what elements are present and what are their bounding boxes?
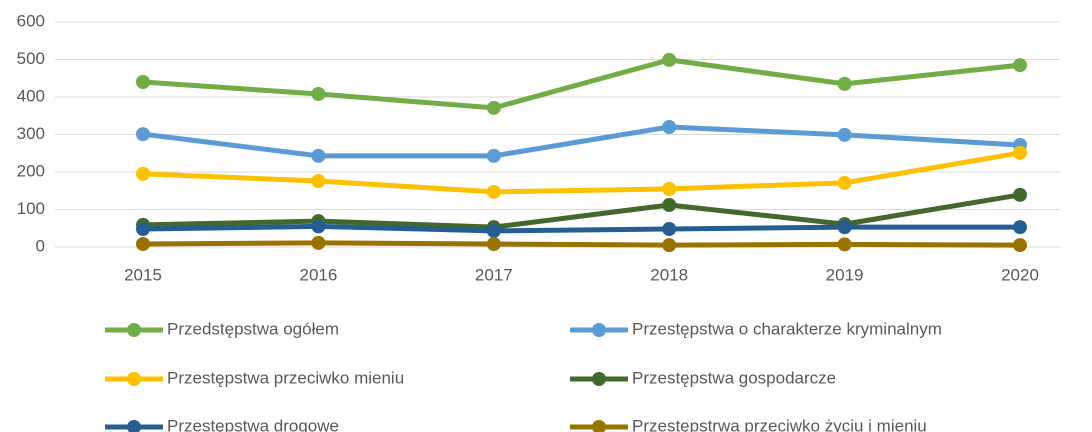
- series-line: [142, 192, 1021, 230]
- x-tick-label: 2018: [650, 265, 688, 284]
- series-line: [142, 150, 1021, 195]
- data-point: [486, 148, 501, 163]
- data-point: [662, 198, 677, 212]
- y-tick-label: 400: [17, 86, 45, 105]
- data-point: [837, 220, 852, 235]
- y-tick-label: 200: [17, 161, 45, 180]
- data-point: [486, 100, 501, 115]
- legend-marker: [592, 420, 606, 432]
- legend-marker: [127, 372, 141, 386]
- y-tick-label: 500: [17, 49, 45, 68]
- x-tick-label: 2019: [826, 265, 864, 284]
- data-point: [662, 238, 677, 253]
- series-line: [142, 240, 1021, 248]
- legend-label: Przestępstwa o charakterze kryminalnym: [632, 319, 942, 338]
- y-tick-label: 0: [36, 236, 45, 255]
- data-point: [136, 166, 150, 181]
- series-line: [142, 223, 1020, 234]
- data-point: [311, 174, 326, 188]
- series-line: [142, 57, 1021, 111]
- data-point: [136, 237, 150, 251]
- legend-label: Przestępstrwa przeciwko życiu i mieniu: [632, 416, 927, 432]
- data-point: [136, 127, 150, 142]
- data-point: [486, 237, 501, 251]
- data-point: [837, 175, 852, 190]
- data-point: [1013, 187, 1027, 202]
- series-line: [142, 124, 1021, 159]
- data-point: [1013, 220, 1027, 235]
- data-point: [311, 235, 326, 250]
- data-point: [311, 219, 326, 234]
- data-point: [837, 237, 852, 252]
- data-point: [311, 148, 326, 163]
- legend-label: Przestępstwa drogowe: [167, 416, 339, 432]
- y-tick-label: 100: [17, 199, 45, 218]
- data-point: [136, 222, 150, 236]
- data-point: [1013, 145, 1027, 160]
- data-point: [662, 52, 677, 67]
- x-tick-label: 2020: [1001, 265, 1039, 284]
- y-tick-label: 300: [17, 124, 45, 143]
- y-tick-label: 600: [17, 11, 45, 30]
- x-tick-label: 2016: [299, 265, 337, 284]
- data-point: [486, 184, 501, 199]
- data-point: [1013, 238, 1027, 253]
- legend-marker: [127, 323, 141, 337]
- legend-label: Przestępstwa przeciwko mieniu: [167, 368, 404, 387]
- legend-marker: [127, 420, 141, 432]
- data-point: [311, 87, 326, 101]
- data-point: [662, 181, 677, 196]
- data-point: [136, 75, 150, 89]
- legend-label: Przedstępstwa ogółem: [167, 319, 339, 338]
- data-point: [837, 127, 852, 142]
- data-point: [837, 76, 852, 91]
- legend-marker: [592, 372, 606, 386]
- data-point: [486, 223, 501, 238]
- legend-label: Przestępstwa gospodarcze: [632, 368, 836, 387]
- data-point: [1013, 58, 1027, 73]
- data-point: [662, 120, 677, 134]
- data-point: [662, 222, 677, 236]
- legend-marker: [592, 323, 606, 337]
- x-tick-label: 2017: [475, 265, 513, 284]
- x-tick-label: 2015: [124, 265, 162, 284]
